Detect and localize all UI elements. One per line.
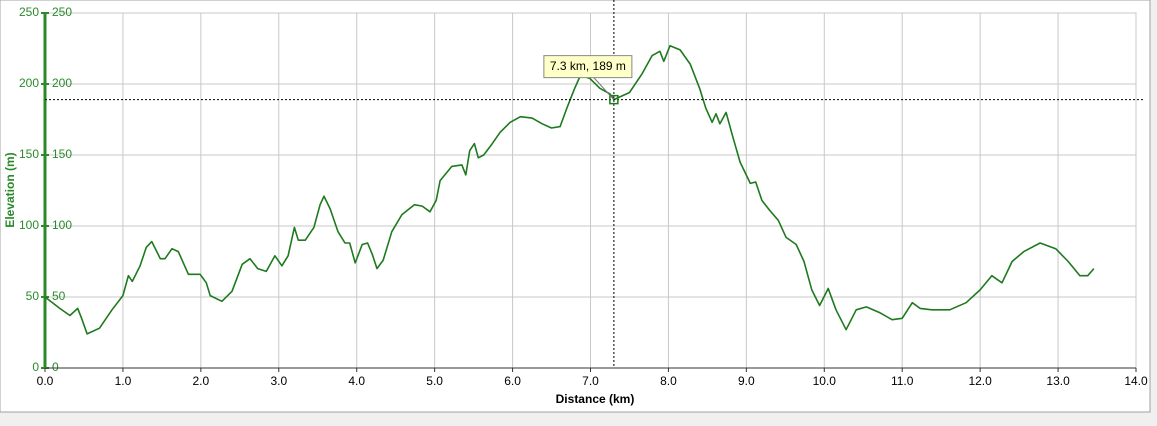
y-tick-label: 200 [19,76,39,90]
x-tick-label: 10.0 [813,374,837,388]
x-tick-label: 5.0 [426,374,443,388]
x-axis-label: Distance (km) [556,392,635,406]
x-tick-label: 2.0 [193,374,210,388]
y-axis-label: Elevation (m) [3,152,17,227]
x-tick-label: 6.0 [504,374,521,388]
x-tick-label: 9.0 [738,374,755,388]
y-tick-label-inner: 150 [52,147,72,161]
x-tick-label: 12.0 [968,374,992,388]
tooltip-text: 7.3 km, 189 m [550,59,626,73]
y-tick-label-inner: 250 [52,5,72,19]
y-tick-label-inner: 200 [52,76,72,90]
tooltip-pointer [593,77,615,100]
y-tick-label-inner: 50 [52,289,66,303]
y-tick-label-inner: 0 [52,360,59,374]
x-tick-label: 0.0 [37,374,54,388]
crosshair-marker [609,94,619,105]
x-tick-label: 14.0 [1124,374,1148,388]
x-tick-label: 1.0 [115,374,132,388]
elevation-line [44,44,1095,335]
y-tick-label: 100 [19,218,39,232]
y-tick-label: 250 [19,5,39,19]
x-tick-label: 13.0 [1046,374,1070,388]
x-tick-label: 11.0 [891,374,914,388]
y-tick-label: 150 [19,147,39,161]
x-tick-label: 8.0 [660,374,677,388]
y-tick-label: 50 [26,289,40,303]
y-tick-label-inner: 100 [52,218,72,232]
x-tick-label: 7.0 [582,374,599,388]
x-tick-label: 4.0 [348,374,365,388]
x-tick-label: 3.0 [270,374,287,388]
tooltip-box [543,55,633,79]
y-tick-label: 0 [32,360,39,374]
